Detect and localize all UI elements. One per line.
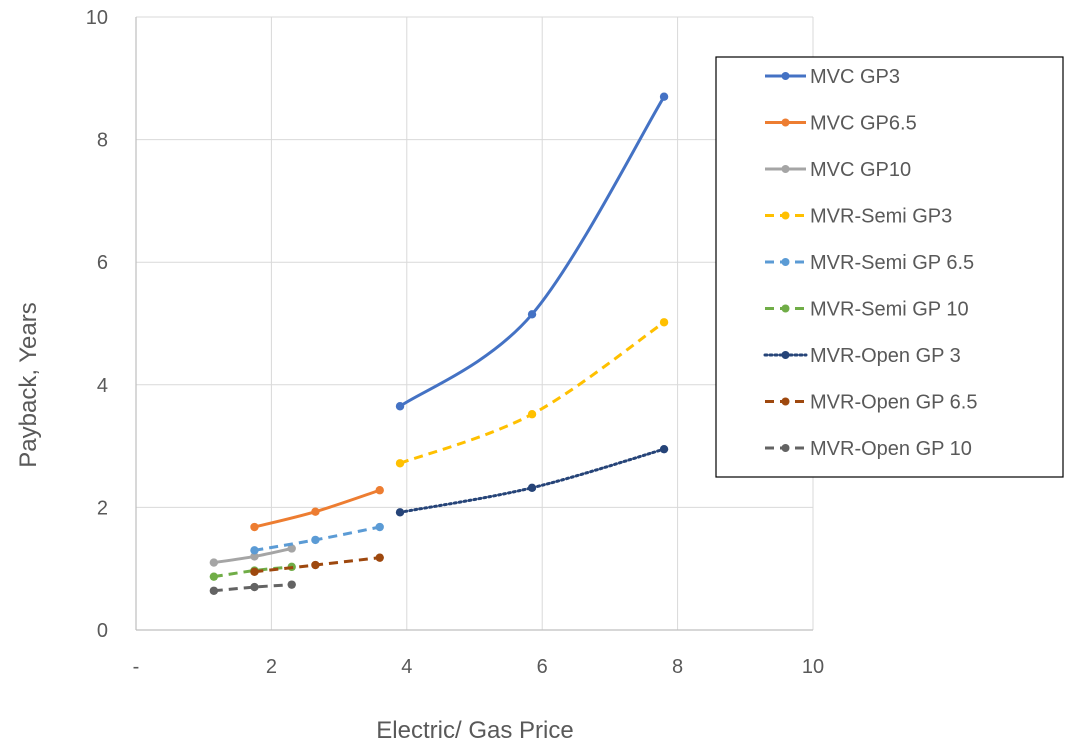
series-4-point xyxy=(527,410,537,419)
series-3 xyxy=(209,544,296,567)
series-7-point xyxy=(659,444,669,454)
x-tick-label: 2 xyxy=(266,656,277,678)
series-5-point xyxy=(250,546,259,555)
series-8-point xyxy=(311,560,320,570)
series-9-point xyxy=(250,582,259,592)
y-tick-label: 10 xyxy=(86,7,108,29)
series-9 xyxy=(209,580,296,595)
legend-label: MVC GP3 xyxy=(810,66,900,88)
x-tick-label: 4 xyxy=(401,656,412,678)
legend-item: MVC GP6.5 xyxy=(765,113,917,135)
legend-marker xyxy=(781,118,790,127)
series-7-point xyxy=(395,508,405,517)
series-5-point xyxy=(311,535,320,545)
gridlines xyxy=(136,16,814,630)
y-tick-label: 2 xyxy=(97,497,108,519)
series-1-point xyxy=(659,92,669,101)
legend-item: MVR-Open GP 6.5 xyxy=(765,392,977,414)
legend-items: MVC GP3 MVC GP6.5 MVC GP10 MVR-Semi GP3 MVR-… xyxy=(763,66,977,460)
legend-item: MVR-Open GP 3 xyxy=(763,345,961,367)
legend-marker xyxy=(781,258,790,266)
legend-marker xyxy=(781,304,790,313)
legend-label: MVR-Open GP 10 xyxy=(810,438,972,460)
series-6-point xyxy=(209,572,219,581)
legend-marker xyxy=(781,397,790,406)
series-8 xyxy=(250,553,384,576)
legend-marker xyxy=(781,351,790,359)
series-8-point xyxy=(250,567,259,576)
y-tick-label: 4 xyxy=(97,375,108,397)
series-5-point xyxy=(375,522,384,532)
series-7-line xyxy=(398,447,666,514)
x-tick-label: 8 xyxy=(672,656,683,678)
legend-marker xyxy=(781,72,790,80)
series-7-point xyxy=(527,483,537,492)
series-1-point xyxy=(527,310,537,319)
series-4-line xyxy=(399,321,665,465)
series-3-point xyxy=(287,544,296,553)
legend-item: MVC GP10 xyxy=(765,159,911,181)
legend-label: MVR-Semi GP3 xyxy=(810,206,952,228)
legend-item: MVC GP3 xyxy=(765,66,900,88)
legend-item: MVR-Semi GP3 xyxy=(765,206,952,228)
series-2-point xyxy=(250,522,259,532)
series-2 xyxy=(250,486,384,532)
series-4 xyxy=(395,318,669,468)
legend-marker xyxy=(781,165,790,173)
y-axis-label: Payback, Years xyxy=(15,302,42,467)
series-5 xyxy=(250,522,384,555)
legend-label: MVC GP6.5 xyxy=(810,113,917,135)
series-9-point xyxy=(209,586,219,595)
y-tick-label: 6 xyxy=(97,252,108,274)
y-tick-label: 8 xyxy=(97,130,108,152)
series-1 xyxy=(395,92,669,411)
legend-label: MVR-Semi GP 6.5 xyxy=(810,252,974,274)
legend-marker xyxy=(781,444,790,452)
x-tick-label: 6 xyxy=(537,656,548,678)
legend-label: MVR-Open GP 3 xyxy=(810,345,961,367)
legend-item: MVR-Semi GP 10 xyxy=(765,299,969,321)
series-4-point xyxy=(395,459,405,468)
legend-label: MVR-Open GP 6.5 xyxy=(810,392,977,414)
legend-marker xyxy=(781,211,790,220)
series-3-point xyxy=(250,552,259,561)
series-3-point xyxy=(209,558,219,567)
series-9-point xyxy=(287,580,296,589)
legend-item: MVR-Semi GP 6.5 xyxy=(765,252,974,274)
y-tick-label: 0 xyxy=(97,620,108,642)
axes: 0 2 4 6 8 10 - 2 4 6 8 10 xyxy=(86,7,824,678)
x-axis-label: Electric/ Gas Price xyxy=(376,717,573,744)
series-layer xyxy=(209,92,669,595)
legend-label: MVC GP10 xyxy=(810,159,911,181)
legend-box xyxy=(715,56,1064,478)
series-1-line xyxy=(399,95,666,408)
legend: MVC GP3 MVC GP6.5 MVC GP10 MVR-Semi GP3 MVR-… xyxy=(715,56,1064,478)
x-tick-label: 10 xyxy=(802,656,824,678)
series-2-point xyxy=(311,507,320,516)
series-1-point xyxy=(395,402,405,411)
series-7 xyxy=(395,444,669,517)
series-4-point xyxy=(659,318,669,327)
legend-item: MVR-Open GP 10 xyxy=(765,438,972,460)
legend-label: MVR-Semi GP 10 xyxy=(810,299,969,321)
series-2-point xyxy=(375,486,384,495)
x-tick-label: - xyxy=(133,656,140,678)
series-8-point xyxy=(375,553,384,562)
